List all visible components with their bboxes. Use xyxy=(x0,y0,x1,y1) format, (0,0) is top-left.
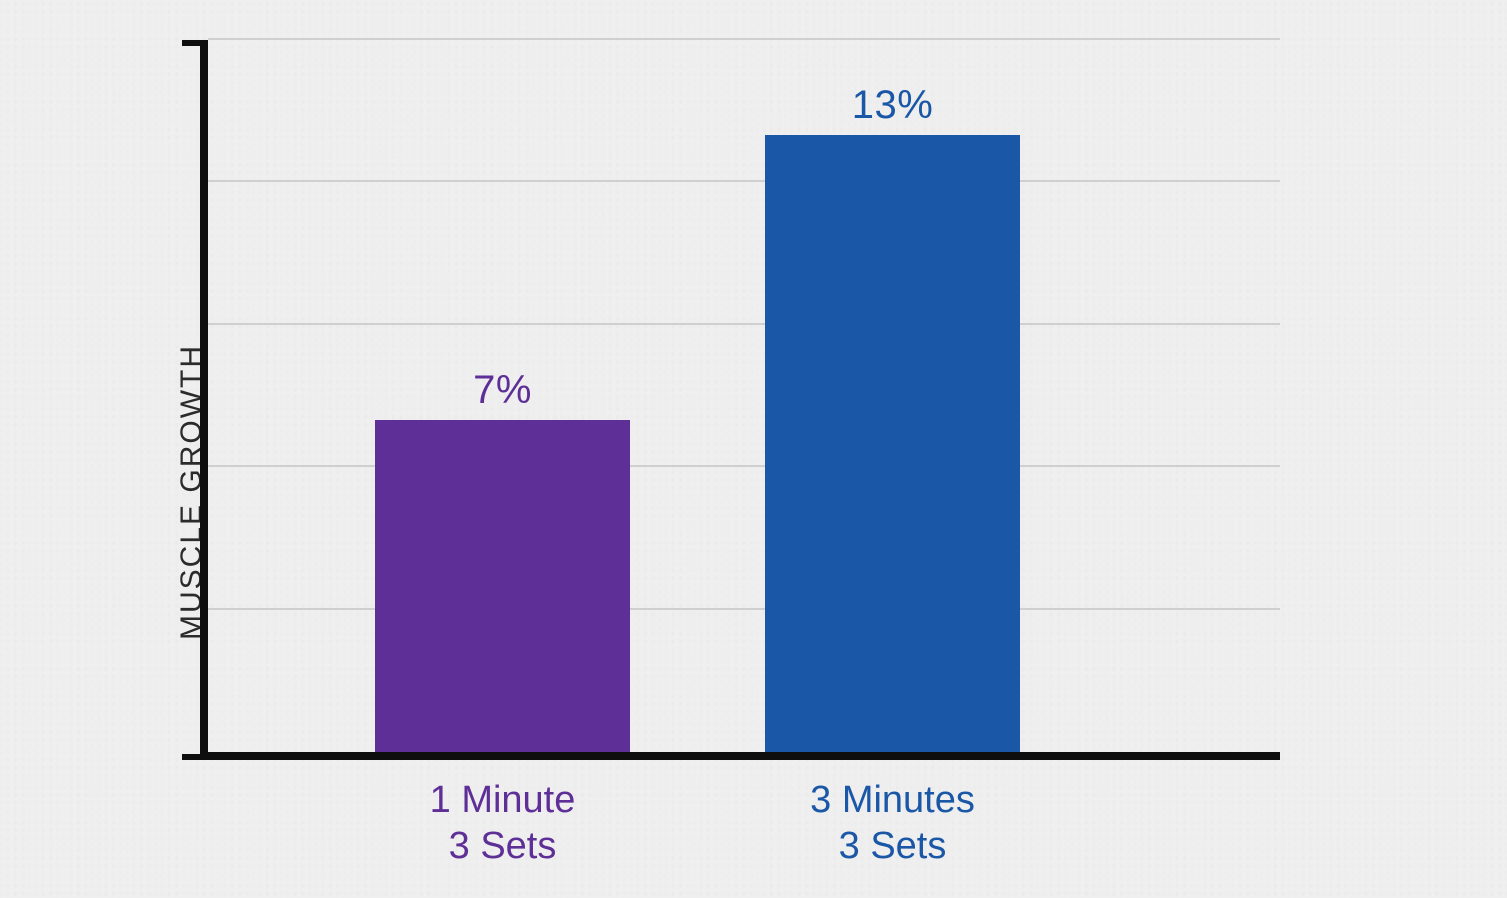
x-axis xyxy=(200,752,1280,760)
x-category-line1: 3 Minutes xyxy=(725,778,1060,824)
y-axis-tick-bottom xyxy=(182,754,200,760)
x-category-label: 3 Minutes3 Sets xyxy=(725,778,1060,869)
x-category-line1: 1 Minute xyxy=(335,778,670,824)
gridline xyxy=(208,608,1280,610)
y-axis-tick-top xyxy=(182,40,200,46)
bar: 13% xyxy=(765,135,1020,752)
x-category-line2: 3 Sets xyxy=(335,824,670,870)
bar-value-label: 13% xyxy=(765,83,1020,128)
y-axis xyxy=(200,40,208,760)
bar: 7% xyxy=(375,420,630,752)
gridline xyxy=(208,180,1280,182)
x-category-label: 1 Minute3 Sets xyxy=(335,778,670,869)
bar-value-label: 7% xyxy=(375,368,630,413)
gridline xyxy=(208,323,1280,325)
gridline xyxy=(208,38,1280,40)
plot-area: 7% 13% xyxy=(200,40,1280,760)
x-category-line2: 3 Sets xyxy=(725,824,1060,870)
muscle-growth-chart: MUSCLE GROWTH 7%13% 1 Minute3 Sets3 Minu… xyxy=(0,0,1507,898)
gridline xyxy=(208,465,1280,467)
